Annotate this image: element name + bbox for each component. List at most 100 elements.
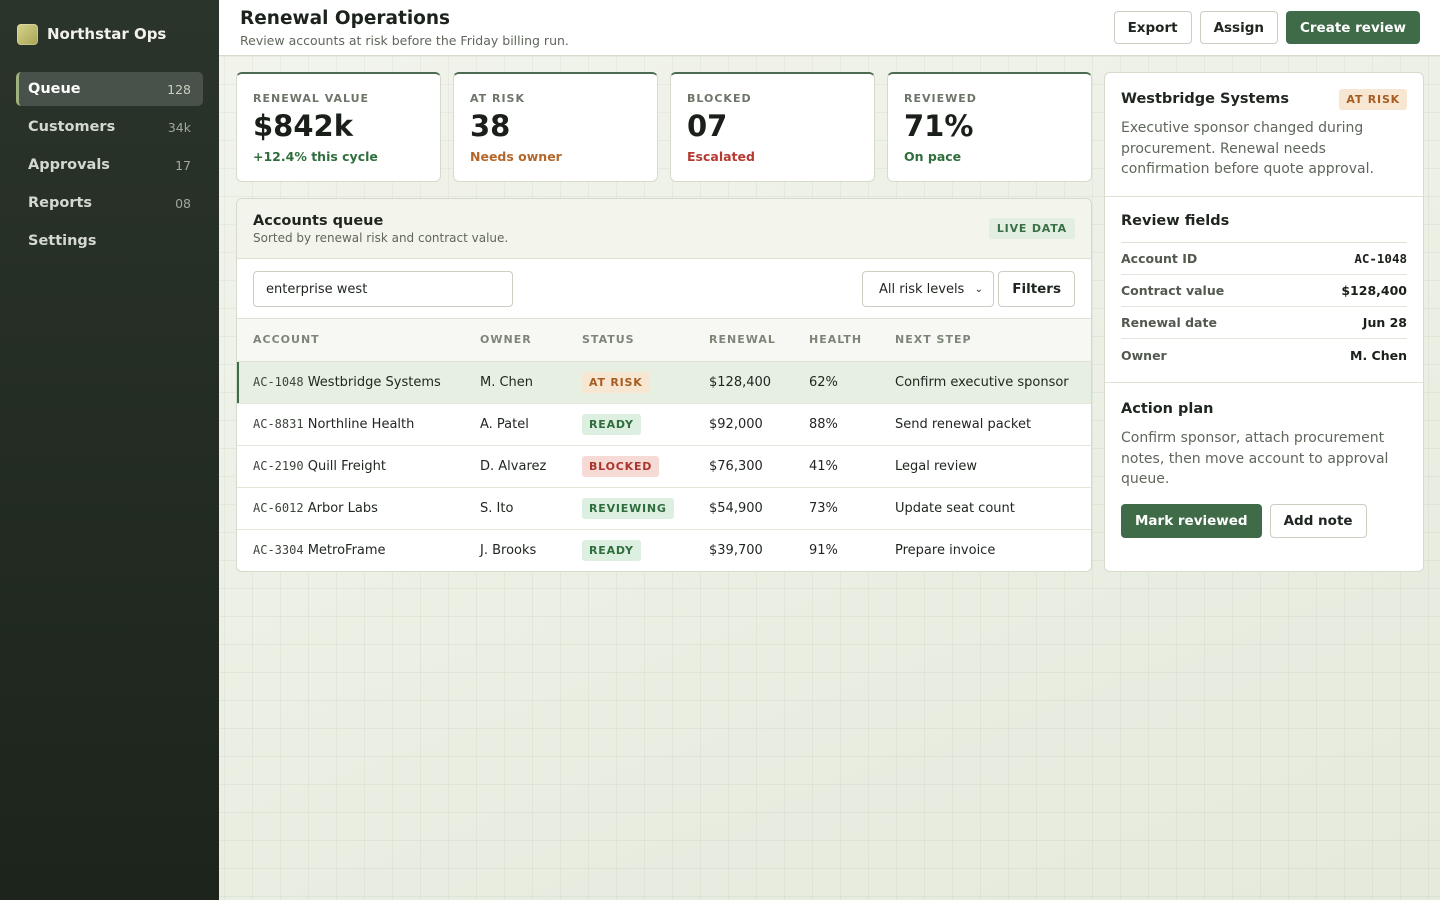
next-step-cell: Prepare invoice — [895, 542, 996, 558]
account-cell: AC-8831 Northline Health — [237, 403, 480, 446]
stat-card-at-risk: AT RISK 38 Needs owner — [453, 72, 658, 182]
table-row[interactable]: AC-8831 Northline Health A. Patel READY … — [237, 403, 1091, 446]
stat-value: 07 — [687, 109, 728, 143]
filters-button[interactable]: Filters — [998, 271, 1075, 307]
field-value: AC-1048 — [1354, 251, 1407, 266]
health-cell: 41% — [809, 445, 895, 488]
account-id: AC-6012 — [253, 500, 304, 515]
queue-subtitle: Sorted by renewal risk and contract valu… — [253, 231, 509, 245]
status-cell: BLOCKED — [582, 445, 709, 488]
health-cell: 73% — [809, 487, 895, 530]
assign-button[interactable]: Assign — [1199, 11, 1278, 44]
export-button[interactable]: Export — [1113, 11, 1192, 44]
owner-cell: S. Ito — [480, 487, 582, 530]
column-header-status[interactable]: STATUS — [582, 319, 709, 362]
stat-value: $842k — [253, 109, 353, 143]
sidebar-item-settings[interactable]: Settings — [16, 224, 203, 258]
review-fields-section: Review fields Account ID AC-1048 Contrac… — [1105, 197, 1423, 383]
accounts-table: ACCOUNT OWNER STATUS RENEWAL HEALTH NEXT… — [237, 319, 1091, 571]
stat-value: 71% — [904, 109, 974, 143]
table-row[interactable]: AC-2190 Quill Freight D. Alvarez BLOCKED… — [237, 445, 1091, 488]
risk-level-select[interactable]: All risk levels ⌄ — [862, 271, 994, 307]
stat-note: +12.4% this cycle — [253, 148, 378, 164]
sidebar-item-approvals[interactable]: Approvals 17 — [16, 148, 203, 182]
live-data-badge: LIVE DATA — [988, 218, 1075, 239]
action-plan-section: Action plan Confirm sponsor, attach proc… — [1105, 383, 1423, 538]
detail-account-name: Westbridge Systems — [1121, 91, 1290, 107]
detail-description: Executive sponsor changed during procure… — [1121, 120, 1374, 177]
table-row[interactable]: AC-1048 Westbridge Systems M. Chen AT RI… — [237, 361, 1091, 404]
stat-card-reviewed: REVIEWED 71% On pace — [887, 72, 1092, 182]
sidebar-item-reports[interactable]: Reports 08 — [16, 186, 203, 220]
page-title: Renewal Operations — [240, 8, 451, 29]
account-name: Arbor Labs — [307, 500, 378, 516]
sidebar-item-label: Settings — [28, 233, 97, 249]
mark-reviewed-button[interactable]: Mark reviewed — [1121, 503, 1262, 538]
column-header-account[interactable]: ACCOUNT — [237, 319, 480, 362]
logo-icon — [17, 23, 38, 45]
column-header-owner[interactable]: OWNER — [480, 319, 582, 362]
next-step-cell: Update seat count — [895, 487, 1091, 530]
status-badge: REVIEWING — [582, 497, 674, 519]
sidebar-item-queue[interactable]: Queue 128 — [16, 72, 203, 106]
account-name: Northline Health — [307, 416, 415, 432]
account-name: Westbridge Systems — [307, 374, 441, 390]
account-cell: AC-3304 MetroFrame — [237, 529, 480, 571]
table-row[interactable]: AC-6012 Arbor Labs S. Ito REVIEWING $54,… — [237, 487, 1091, 530]
stat-note: Needs owner — [470, 148, 562, 164]
stat-card-renewal-value: RENEWAL VALUE $842k +12.4% this cycle — [236, 72, 441, 182]
renewal-cell: $54,900 — [709, 487, 809, 530]
chevron-down-icon: ⌄ — [974, 283, 983, 295]
field-label: Owner — [1121, 347, 1167, 363]
owner-cell: J. Brooks — [480, 542, 537, 558]
renewal-cell: $76,300 — [709, 445, 809, 488]
column-header-renewal[interactable]: RENEWAL — [709, 319, 809, 362]
table-row[interactable]: AC-3304 MetroFrame J. Brooks READY $39,7… — [237, 529, 1091, 571]
status-badge: AT RISK — [1339, 89, 1407, 110]
queue-header: Accounts queue Sorted by renewal risk an… — [237, 199, 1091, 259]
add-note-button[interactable]: Add note — [1269, 503, 1367, 538]
action-plan-buttons: Mark reviewed Add note — [1121, 503, 1407, 538]
search-input[interactable] — [253, 271, 513, 307]
page-subtitle: Review accounts at risk before the Frida… — [240, 33, 569, 48]
next-step-cell: Confirm executive sponsor — [895, 361, 1091, 404]
sidebar-item-customers[interactable]: Customers 34k — [16, 110, 203, 144]
account-cell: AC-6012 Arbor Labs — [237, 487, 480, 530]
stat-card-blocked: BLOCKED 07 Escalated — [670, 72, 875, 182]
stat-label: RENEWAL VALUE — [253, 92, 370, 105]
stat-note: On pace — [904, 148, 962, 164]
next-step-cell: Send renewal packet — [895, 403, 1091, 446]
sidebar-item-label: Approvals — [28, 157, 110, 173]
sidebar-item-label: Customers — [28, 119, 116, 135]
renewal-cell: $39,700 — [709, 542, 763, 558]
status-cell: READY — [582, 403, 709, 446]
header-actions: Export Assign Create review — [1113, 11, 1420, 44]
column-header-health[interactable]: HEALTH — [809, 319, 895, 362]
status-cell: READY — [582, 529, 709, 571]
account-detail-panel: Westbridge Systems AT RISK Executive spo… — [1104, 72, 1424, 572]
app-name: Northstar Ops — [47, 25, 167, 43]
account-cell: AC-2190 Quill Freight — [237, 445, 480, 488]
health-cell: 88% — [809, 403, 895, 446]
queue-toolbar: All risk levels ⌄ Filters — [237, 259, 1091, 319]
account-id: AC-1048 — [253, 374, 304, 389]
sidebar-item-label: Reports — [28, 195, 93, 211]
stat-label: AT RISK — [470, 92, 526, 105]
owner-cell: D. Alvarez — [480, 445, 582, 488]
stat-label: REVIEWED — [904, 92, 977, 105]
field-label: Account ID — [1121, 251, 1198, 266]
stat-value: 38 — [470, 109, 511, 143]
accounts-queue-panel: Accounts queue Sorted by renewal risk an… — [236, 198, 1092, 572]
renewal-cell: $128,400 — [709, 361, 809, 404]
brand[interactable]: Northstar Ops — [16, 22, 203, 46]
field-label: Renewal date — [1121, 315, 1217, 330]
field-value: M. Chen — [1350, 347, 1407, 363]
account-name: MetroFrame — [307, 542, 386, 558]
create-review-button[interactable]: Create review — [1285, 11, 1420, 44]
status-badge: BLOCKED — [582, 455, 660, 477]
status-cell: AT RISK — [582, 361, 709, 404]
sidebar-nav: Queue 128 Customers 34k Approvals 17 Rep… — [16, 72, 203, 258]
status-cell: REVIEWING — [582, 487, 709, 530]
column-header-next-step[interactable]: NEXT STEP — [895, 319, 1091, 362]
detail-summary: Westbridge Systems AT RISK Executive spo… — [1105, 73, 1423, 197]
